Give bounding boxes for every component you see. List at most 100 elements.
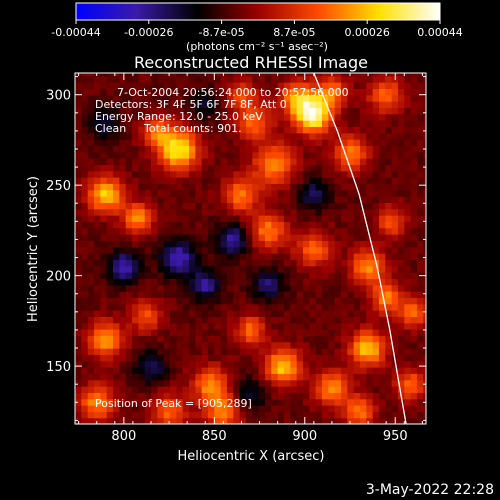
heatmap-cell [397, 278, 405, 286]
heatmap-cell [182, 101, 190, 108]
heatmap-cell [195, 215, 203, 222]
heatmap-cell [258, 107, 266, 115]
heatmap-cell [157, 291, 165, 298]
heatmap-cell [258, 259, 266, 267]
heatmap-cell [328, 88, 336, 96]
heatmap-cell [195, 101, 203, 108]
heatmap-cell [334, 373, 342, 381]
heatmap-cell [397, 120, 405, 127]
heatmap-cell [353, 94, 361, 102]
heatmap-cell [359, 113, 367, 121]
heatmap-cell [416, 417, 424, 424]
heatmap-cell [201, 367, 209, 374]
heatmap-cell [315, 341, 323, 349]
heatmap-cell [385, 411, 393, 419]
heatmap-cell [321, 259, 329, 267]
heatmap-cell [391, 329, 399, 336]
heatmap-cell [138, 253, 146, 260]
heatmap-cell [81, 215, 89, 222]
heatmap-cell [283, 284, 291, 292]
heatmap-cell [372, 227, 380, 235]
heatmap-cell [258, 417, 266, 424]
heatmap-cell [347, 297, 355, 305]
heatmap-cell [201, 215, 209, 222]
heatmap-cell [163, 240, 171, 248]
heatmap-cell [353, 151, 361, 159]
heatmap-cell [309, 297, 317, 305]
heatmap-cell [100, 189, 108, 197]
heatmap-cell [347, 341, 355, 349]
heatmap-cell [277, 341, 285, 349]
heatmap-cell [112, 367, 120, 374]
heatmap-cell [252, 398, 260, 406]
heatmap-cell [131, 367, 139, 374]
heatmap-cell [87, 82, 95, 89]
heatmap-cell [404, 107, 412, 115]
heatmap-cell [264, 386, 272, 393]
heatmap-cell [182, 75, 190, 83]
heatmap-cell [423, 278, 426, 286]
heatmap-cell [188, 259, 196, 267]
heatmap-cell [119, 73, 127, 77]
heatmap-cell [271, 329, 279, 336]
heatmap-cell [119, 253, 127, 260]
heatmap-cell [125, 272, 133, 279]
heatmap-cell [144, 120, 152, 127]
heatmap-cells [75, 73, 426, 424]
heatmap-cell [385, 240, 393, 248]
heatmap-cell [391, 386, 399, 393]
heatmap-cell [264, 139, 272, 146]
heatmap-cell [410, 367, 418, 374]
heatmap-cell [277, 253, 285, 260]
heatmap-cell [404, 272, 412, 279]
heatmap-cell [131, 234, 139, 241]
heatmap-cell [245, 367, 253, 374]
heatmap-cell [100, 386, 108, 393]
heatmap-cell [188, 329, 196, 336]
heatmap-cell [252, 94, 260, 102]
heatmap-cell [366, 303, 374, 311]
heatmap-cell [283, 297, 291, 305]
heatmap-cell [220, 208, 228, 216]
heatmap-cell [81, 107, 89, 115]
heatmap-cell [207, 411, 215, 419]
heatmap-cell [378, 367, 386, 374]
heatmap-cell [157, 120, 165, 127]
heatmap-cell [258, 303, 266, 311]
heatmap-cell [233, 126, 241, 134]
heatmap-cell [245, 310, 253, 317]
heatmap-cell [258, 329, 266, 336]
heatmap-cell [252, 278, 260, 286]
heatmap-cell [372, 126, 380, 134]
heatmap-cell [144, 373, 152, 381]
heatmap-cell [423, 94, 426, 102]
heatmap-cell [157, 272, 165, 279]
heatmap-cell [81, 164, 89, 172]
heatmap-cell [277, 208, 285, 216]
heatmap-cell [410, 113, 418, 121]
heatmap-cell [353, 411, 361, 419]
heatmap-cell [144, 208, 152, 216]
heatmap-cell [112, 354, 120, 362]
heatmap-cell [359, 278, 367, 286]
heatmap-cell [182, 348, 190, 355]
heatmap-cell [220, 158, 228, 165]
heatmap-cell [94, 240, 101, 248]
heatmap-cell [188, 202, 196, 210]
colorbar-tick-label: 0.00026 [344, 26, 390, 39]
heatmap-cell [226, 341, 234, 349]
heatmap-cell [239, 215, 247, 222]
heatmap-cell [112, 126, 120, 134]
heatmap-cell [404, 341, 412, 349]
heatmap-cell [81, 398, 89, 406]
heatmap-cell [328, 151, 336, 159]
heatmap-cell [385, 417, 393, 424]
heatmap-cell [347, 151, 355, 159]
heatmap-cell [321, 316, 329, 324]
heatmap-cell [283, 107, 291, 115]
heatmap-cell [125, 278, 133, 286]
heatmap-cell [416, 291, 424, 298]
heatmap-cell [391, 234, 399, 241]
heatmap-cell [315, 208, 323, 216]
heatmap-cell [245, 234, 253, 241]
